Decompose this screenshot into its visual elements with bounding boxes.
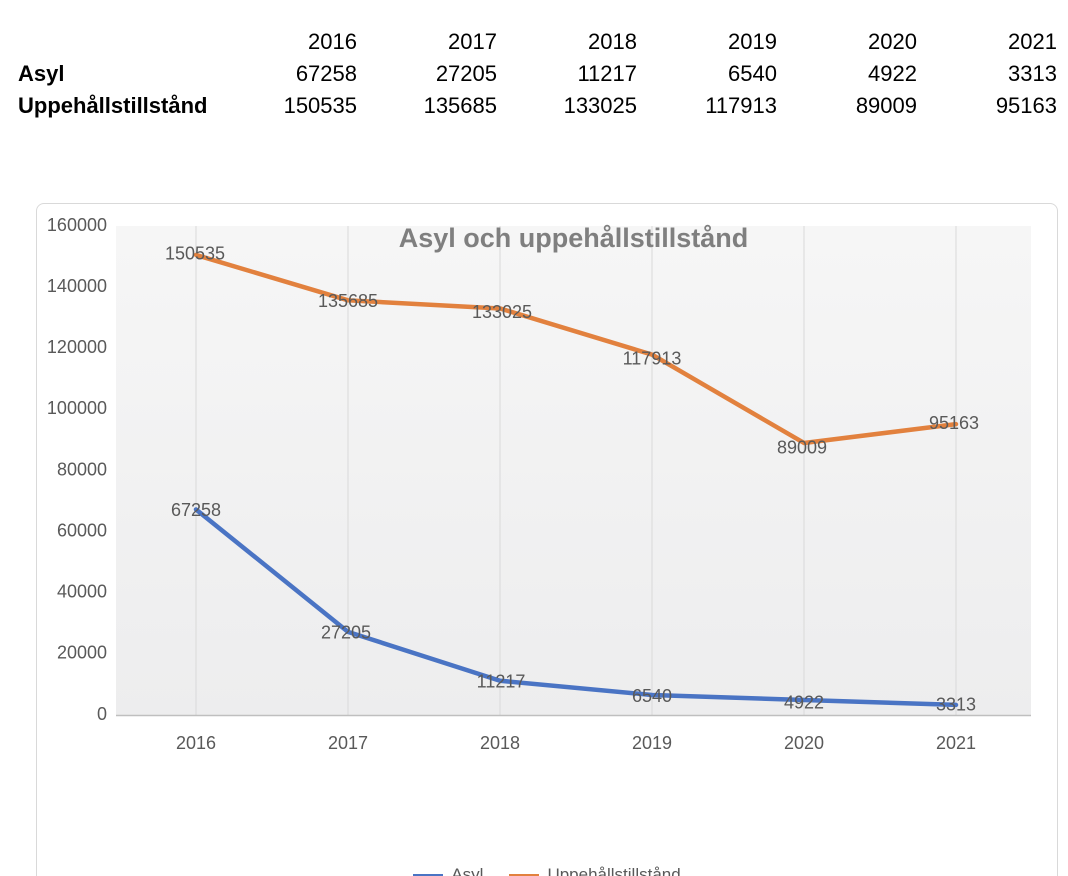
x-tick-label: 2017: [328, 733, 368, 753]
uppehallstillstand-line-marker: [509, 873, 540, 876]
chart-title: Asyl och uppehållstillstånd: [399, 223, 749, 253]
table-value: 3313: [1008, 61, 1057, 86]
plot-area: [116, 226, 1031, 715]
table-value: 11217: [577, 61, 637, 86]
year-header: 2019: [728, 29, 777, 54]
line-chart: 0 20000 40000 60000 80000 100000 120000 140000 1…: [47, 215, 1031, 753]
data-label: 89009: [777, 438, 827, 458]
data-label: 67258: [171, 500, 221, 520]
legend-label-asyl: Asyl: [451, 865, 484, 876]
y-tick-label: 0: [97, 704, 107, 724]
x-tick-label: 2018: [480, 733, 520, 753]
data-label: 6540: [632, 686, 672, 706]
data-label: 117913: [623, 348, 682, 368]
data-label: 135685: [318, 291, 378, 311]
data-label: 150535: [165, 244, 225, 264]
chart-legend: Asyl Uppehållstillstånd: [37, 865, 1057, 876]
y-tick-label: 140000: [47, 276, 107, 296]
row-label: Uppehållstillstånd: [18, 93, 208, 118]
year-header: 2020: [868, 29, 917, 54]
table-value: 27205: [435, 61, 497, 86]
data-table: 2016 2017 2018 2019 2020 2021 Asyl 67258 27205 11…: [18, 26, 1057, 122]
table-value: 133025: [563, 93, 637, 118]
year-header: 2016: [308, 29, 357, 54]
x-tick-label: 2016: [176, 733, 216, 753]
x-tick-label: 2020: [784, 733, 824, 753]
table-value: 117913: [705, 93, 777, 118]
table-value: 6540: [728, 61, 777, 86]
table-corner-cell: [18, 26, 217, 58]
series-line-asyl: [193, 507, 959, 708]
y-tick-label: 160000: [47, 215, 107, 235]
table-value: 135685: [423, 93, 497, 118]
asyl-line-marker: [413, 873, 444, 876]
legend-item-uppehallstillstand[interactable]: Uppehållstillstånd: [509, 865, 681, 876]
year-header: 2021: [1008, 29, 1057, 54]
table-value: 4922: [868, 61, 917, 86]
row-label: Asyl: [18, 61, 65, 86]
y-tick-label: 80000: [57, 459, 107, 479]
table-value: 150535: [283, 93, 357, 118]
year-header: 2017: [448, 29, 497, 54]
data-label: 27205: [321, 623, 371, 643]
table-value: 67258: [295, 61, 357, 86]
data-label: 3313: [936, 695, 976, 715]
x-tick-label: 2019: [632, 733, 672, 753]
y-tick-label: 120000: [47, 337, 107, 357]
data-label: 95163: [929, 413, 979, 433]
y-tick-label: 20000: [57, 643, 107, 663]
x-tick-label: 2021: [936, 733, 976, 753]
legend-label-uppehallstillstand: Uppehållstillstånd: [547, 865, 681, 876]
y-tick-label: 100000: [47, 398, 107, 418]
legend-item-asyl[interactable]: Asyl: [413, 865, 483, 876]
chart-container[interactable]: 0 20000 40000 60000 80000 100000 120000 140000 1…: [36, 203, 1058, 876]
y-tick-label: 40000: [57, 582, 107, 602]
series-line-uppehallstillstand: [193, 252, 959, 446]
year-header: 2018: [588, 29, 637, 54]
data-label: 4922: [784, 693, 824, 713]
y-tick-label: 60000: [57, 520, 107, 540]
data-label: 11217: [477, 671, 526, 691]
table-value: 89009: [855, 93, 917, 118]
data-label: 133025: [472, 302, 532, 322]
table-value: 95163: [995, 93, 1057, 118]
